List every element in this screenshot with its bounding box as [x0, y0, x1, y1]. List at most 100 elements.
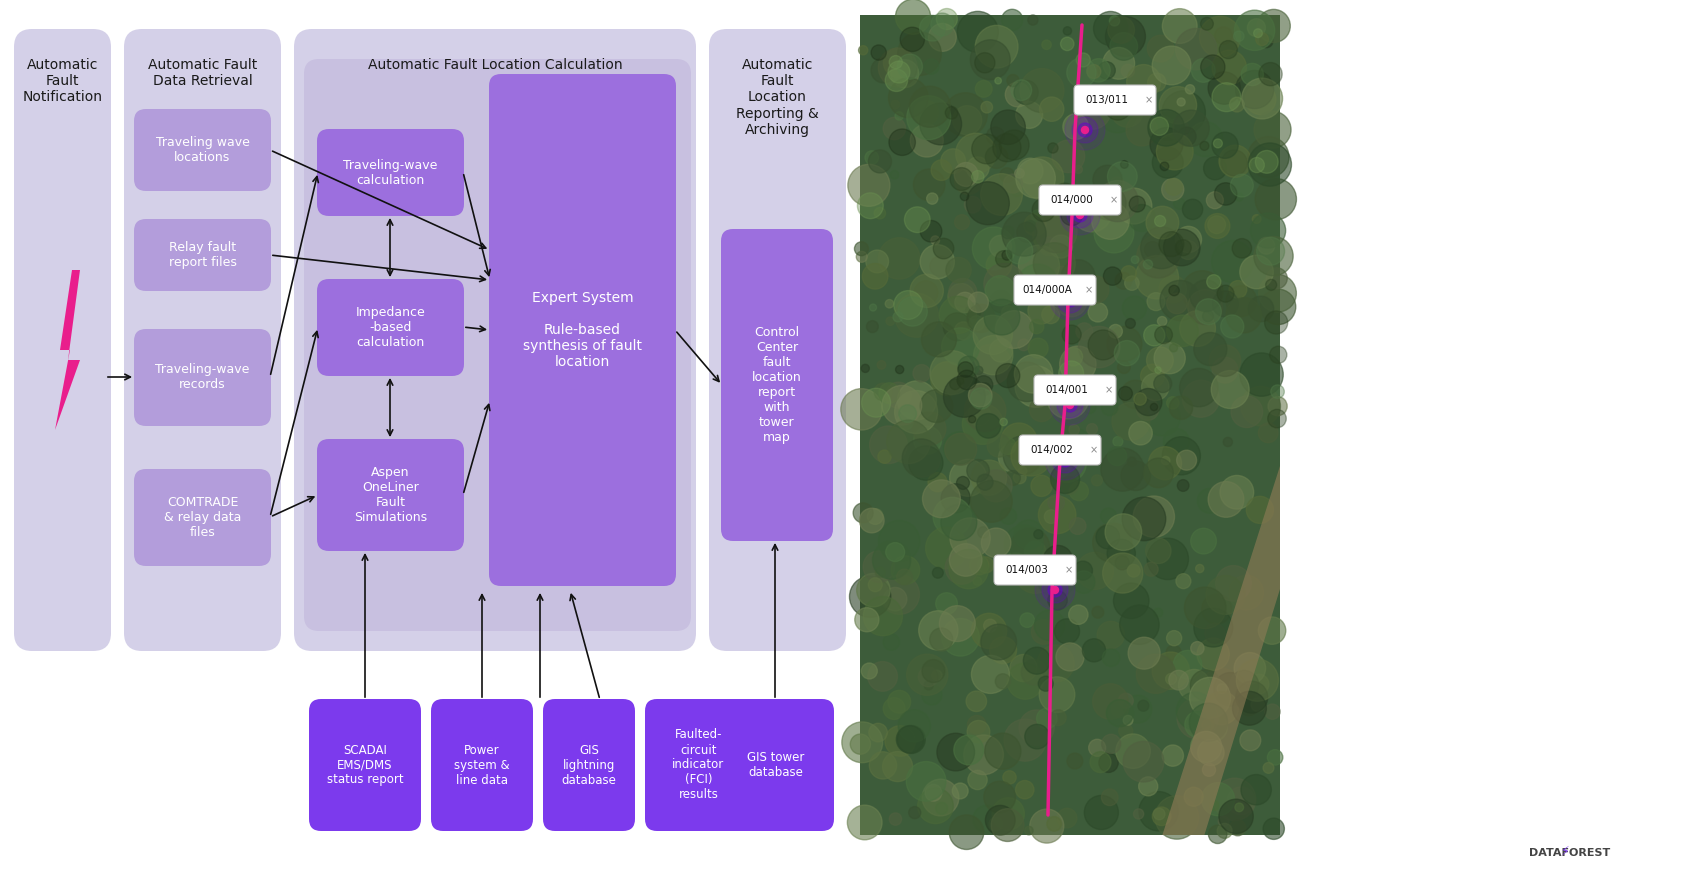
Circle shape	[1167, 119, 1189, 140]
Circle shape	[1187, 290, 1223, 325]
Circle shape	[1208, 72, 1240, 104]
Circle shape	[1013, 80, 1039, 104]
Circle shape	[1203, 764, 1216, 776]
Circle shape	[1162, 178, 1184, 201]
Circle shape	[1213, 132, 1238, 158]
Circle shape	[1133, 809, 1143, 819]
Circle shape	[968, 721, 990, 743]
Circle shape	[1267, 749, 1284, 765]
Circle shape	[995, 78, 1002, 84]
Circle shape	[909, 87, 951, 128]
Circle shape	[1047, 816, 1061, 831]
Circle shape	[1137, 654, 1176, 693]
Circle shape	[1037, 708, 1057, 729]
Circle shape	[890, 60, 919, 87]
Circle shape	[1076, 323, 1093, 340]
Circle shape	[924, 59, 939, 74]
Circle shape	[868, 723, 887, 742]
FancyBboxPatch shape	[542, 699, 635, 831]
Circle shape	[1252, 698, 1265, 712]
Circle shape	[1162, 9, 1198, 44]
Circle shape	[1054, 619, 1079, 644]
Circle shape	[1125, 318, 1135, 328]
Circle shape	[1241, 774, 1272, 805]
FancyBboxPatch shape	[133, 329, 270, 426]
Circle shape	[1061, 476, 1078, 494]
Circle shape	[1002, 306, 1015, 319]
Circle shape	[971, 170, 985, 183]
Circle shape	[1111, 700, 1128, 718]
Circle shape	[1204, 624, 1225, 643]
Circle shape	[968, 715, 986, 734]
Circle shape	[936, 802, 948, 814]
Circle shape	[1218, 823, 1233, 838]
Text: Automatic
Fault
Location
Reporting &
Archiving: Automatic Fault Location Reporting & Arc…	[736, 58, 819, 136]
Circle shape	[931, 361, 964, 395]
Circle shape	[1039, 237, 1057, 256]
Circle shape	[1248, 19, 1265, 37]
Text: Expert System

Rule-based
synthesis of fault
location: Expert System Rule-based synthesis of fa…	[524, 291, 642, 369]
Circle shape	[1057, 386, 1076, 406]
Circle shape	[953, 783, 968, 799]
Circle shape	[875, 208, 885, 219]
Circle shape	[971, 656, 1010, 693]
Circle shape	[1110, 33, 1138, 61]
Circle shape	[1213, 139, 1223, 148]
Circle shape	[968, 304, 995, 333]
Circle shape	[850, 576, 890, 617]
Circle shape	[1047, 376, 1089, 419]
Circle shape	[885, 69, 907, 92]
Circle shape	[863, 551, 895, 582]
Circle shape	[1113, 583, 1149, 618]
Circle shape	[914, 101, 939, 125]
Circle shape	[1061, 37, 1074, 51]
Circle shape	[949, 543, 981, 576]
Circle shape	[1069, 425, 1079, 435]
Circle shape	[870, 752, 897, 779]
Circle shape	[880, 574, 919, 615]
Circle shape	[1176, 240, 1191, 256]
Circle shape	[978, 557, 993, 573]
Circle shape	[985, 300, 1020, 335]
Circle shape	[922, 480, 961, 517]
Circle shape	[1093, 684, 1128, 719]
Circle shape	[1076, 53, 1089, 67]
Circle shape	[1191, 641, 1204, 655]
Circle shape	[899, 297, 927, 326]
Circle shape	[914, 426, 941, 454]
Circle shape	[954, 167, 983, 194]
Circle shape	[1223, 437, 1233, 447]
FancyBboxPatch shape	[14, 29, 111, 651]
FancyBboxPatch shape	[318, 439, 464, 551]
Circle shape	[1138, 700, 1149, 711]
Circle shape	[985, 276, 1015, 306]
Text: 014/000: 014/000	[1051, 195, 1093, 205]
Circle shape	[1152, 807, 1170, 826]
Circle shape	[926, 527, 968, 569]
Circle shape	[1012, 185, 1024, 196]
Circle shape	[1039, 496, 1076, 533]
Circle shape	[1177, 128, 1196, 146]
Circle shape	[958, 370, 976, 390]
Circle shape	[895, 366, 904, 374]
Circle shape	[1035, 570, 1074, 610]
FancyBboxPatch shape	[133, 109, 270, 191]
Circle shape	[1179, 310, 1216, 346]
Circle shape	[1032, 620, 1056, 644]
Circle shape	[1255, 151, 1279, 173]
Circle shape	[1213, 778, 1257, 821]
Circle shape	[861, 388, 890, 417]
Circle shape	[1034, 610, 1064, 640]
Circle shape	[1067, 753, 1083, 769]
Circle shape	[1213, 358, 1238, 383]
Circle shape	[985, 733, 1020, 769]
Circle shape	[1196, 299, 1221, 325]
Circle shape	[863, 597, 902, 636]
Circle shape	[912, 412, 946, 445]
Circle shape	[1056, 267, 1067, 278]
Circle shape	[1159, 232, 1184, 257]
Circle shape	[1024, 214, 1045, 235]
Circle shape	[975, 25, 1018, 68]
Circle shape	[1235, 653, 1265, 684]
Circle shape	[861, 663, 877, 679]
